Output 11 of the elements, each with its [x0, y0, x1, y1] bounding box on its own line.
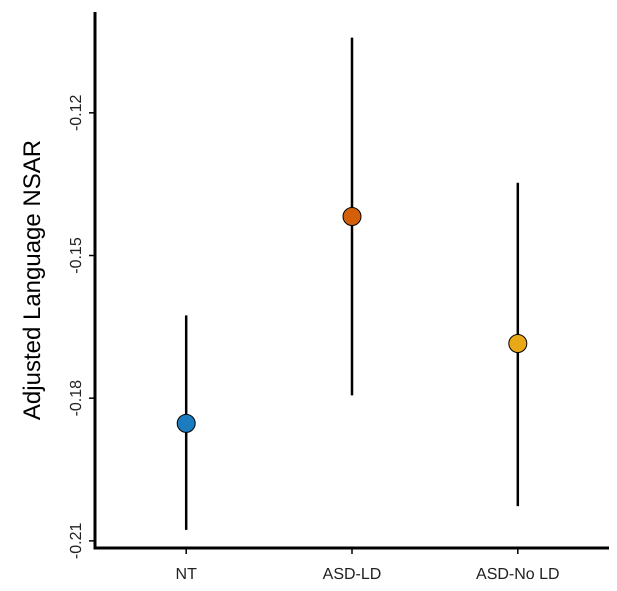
point — [176, 414, 196, 433]
y-tick-label: -0.18 — [68, 380, 85, 416]
y-tick-label: -0.12 — [68, 94, 85, 132]
x-tick-label: NT — [176, 566, 198, 583]
x-tick-label: ASD-LD — [322, 566, 382, 583]
x-tick-label: ASD-No LD — [476, 566, 560, 583]
point — [508, 334, 528, 353]
y-tick-label: -0.15 — [68, 237, 85, 274]
y-axis-title: Adjusted Language NSAR — [19, 140, 46, 420]
y-tick-label: -0.21 — [68, 522, 85, 560]
point — [342, 207, 362, 226]
